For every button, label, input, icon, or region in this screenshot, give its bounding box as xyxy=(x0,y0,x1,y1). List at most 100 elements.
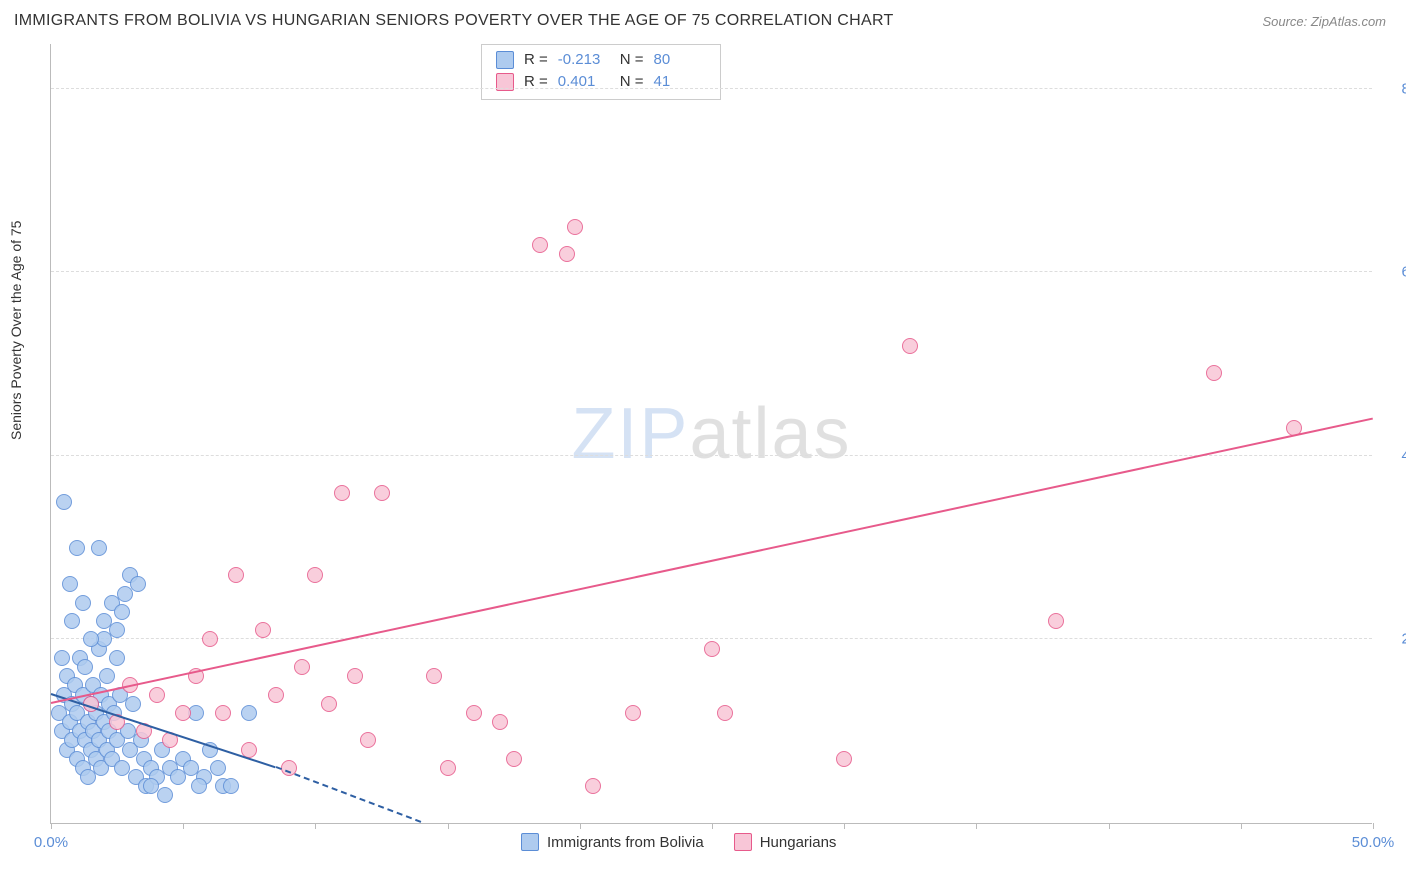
x-tick-label: 50.0% xyxy=(1352,834,1395,851)
correlation-stats-box: R = -0.213 N = 80 R = 0.401 N = 41 xyxy=(481,44,721,100)
y-tick-label: 60.0% xyxy=(1380,264,1406,281)
data-point-bolivia xyxy=(157,787,173,803)
y-tick-label: 40.0% xyxy=(1380,447,1406,464)
x-tick xyxy=(844,823,845,829)
trend-line-extension xyxy=(275,766,421,823)
data-point-bolivia xyxy=(64,613,80,629)
data-point-bolivia xyxy=(69,540,85,556)
data-point-bolivia xyxy=(75,595,91,611)
n-value-hungarians: 41 xyxy=(654,71,706,93)
data-point-bolivia xyxy=(77,659,93,675)
data-point-bolivia xyxy=(62,576,78,592)
data-point-hungarians xyxy=(334,485,350,501)
swatch-hungarians-icon xyxy=(734,833,752,851)
data-point-hungarians xyxy=(1048,613,1064,629)
x-tick xyxy=(1109,823,1110,829)
data-point-hungarians xyxy=(426,668,442,684)
gridline xyxy=(51,88,1372,89)
data-point-hungarians xyxy=(228,567,244,583)
stats-row-bolivia: R = -0.213 N = 80 xyxy=(496,49,706,71)
data-point-hungarians xyxy=(294,659,310,675)
data-point-hungarians xyxy=(255,622,271,638)
data-point-hungarians xyxy=(360,732,376,748)
data-point-hungarians xyxy=(585,778,601,794)
data-point-hungarians xyxy=(836,751,852,767)
y-tick-label: 20.0% xyxy=(1380,631,1406,648)
y-tick-label: 80.0% xyxy=(1380,80,1406,97)
n-label: N = xyxy=(620,71,644,93)
header-row: IMMIGRANTS FROM BOLIVIA VS HUNGARIAN SEN… xyxy=(14,12,1386,30)
gridline xyxy=(51,455,1372,456)
r-value-bolivia: -0.213 xyxy=(558,49,610,71)
data-point-hungarians xyxy=(347,668,363,684)
legend-label-bolivia: Immigrants from Bolivia xyxy=(547,834,704,851)
data-point-hungarians xyxy=(506,751,522,767)
x-tick xyxy=(183,823,184,829)
data-point-bolivia xyxy=(109,622,125,638)
data-point-bolivia xyxy=(99,668,115,684)
data-point-bolivia xyxy=(109,650,125,666)
x-tick xyxy=(315,823,316,829)
r-value-hungarians: 0.401 xyxy=(558,71,610,93)
data-point-bolivia xyxy=(191,778,207,794)
data-point-bolivia xyxy=(210,760,226,776)
data-point-bolivia xyxy=(56,494,72,510)
data-point-hungarians xyxy=(704,641,720,657)
x-tick-label: 0.0% xyxy=(34,834,68,851)
x-tick xyxy=(1241,823,1242,829)
x-tick xyxy=(580,823,581,829)
data-point-bolivia xyxy=(114,604,130,620)
data-point-bolivia xyxy=(54,650,70,666)
x-tick xyxy=(51,823,52,829)
data-point-hungarians xyxy=(717,705,733,721)
legend-item-hungarians: Hungarians xyxy=(734,833,837,851)
data-point-hungarians xyxy=(902,338,918,354)
stats-row-hungarians: R = 0.401 N = 41 xyxy=(496,71,706,93)
bottom-legend: Immigrants from Bolivia Hungarians xyxy=(521,833,836,851)
n-value-bolivia: 80 xyxy=(654,49,706,71)
data-point-bolivia xyxy=(241,705,257,721)
data-point-hungarians xyxy=(307,567,323,583)
legend-label-hungarians: Hungarians xyxy=(760,834,837,851)
r-label: R = xyxy=(524,71,548,93)
data-point-hungarians xyxy=(149,687,165,703)
watermark-zip: ZIP xyxy=(571,394,689,474)
x-tick xyxy=(712,823,713,829)
data-point-hungarians xyxy=(374,485,390,501)
swatch-bolivia-icon xyxy=(496,51,514,69)
data-point-hungarians xyxy=(321,696,337,712)
x-tick xyxy=(976,823,977,829)
data-point-hungarians xyxy=(268,687,284,703)
data-point-hungarians xyxy=(567,219,583,235)
gridline xyxy=(51,638,1372,639)
data-point-hungarians xyxy=(1206,365,1222,381)
data-point-hungarians xyxy=(492,714,508,730)
y-axis-label: Seniors Poverty Over the Age of 75 xyxy=(8,221,24,440)
data-point-hungarians xyxy=(440,760,456,776)
data-point-hungarians xyxy=(625,705,641,721)
data-point-bolivia xyxy=(83,631,99,647)
data-point-bolivia xyxy=(91,540,107,556)
chart-title: IMMIGRANTS FROM BOLIVIA VS HUNGARIAN SEN… xyxy=(14,12,894,30)
watermark: ZIPatlas xyxy=(571,393,851,475)
data-point-bolivia xyxy=(130,576,146,592)
data-point-hungarians xyxy=(215,705,231,721)
trend-line xyxy=(51,417,1373,703)
x-tick xyxy=(448,823,449,829)
plot-area: ZIPatlas R = -0.213 N = 80 R = 0.401 N =… xyxy=(50,44,1372,824)
data-point-hungarians xyxy=(175,705,191,721)
legend-item-bolivia: Immigrants from Bolivia xyxy=(521,833,704,851)
gridline xyxy=(51,271,1372,272)
source-attribution: Source: ZipAtlas.com xyxy=(1262,14,1386,29)
data-point-hungarians xyxy=(559,246,575,262)
data-point-hungarians xyxy=(202,631,218,647)
r-label: R = xyxy=(524,49,548,71)
n-label: N = xyxy=(620,49,644,71)
data-point-hungarians xyxy=(532,237,548,253)
data-point-bolivia xyxy=(223,778,239,794)
watermark-atlas: atlas xyxy=(689,394,851,474)
data-point-bolivia xyxy=(125,696,141,712)
swatch-bolivia-icon xyxy=(521,833,539,851)
x-tick xyxy=(1373,823,1374,829)
data-point-hungarians xyxy=(466,705,482,721)
